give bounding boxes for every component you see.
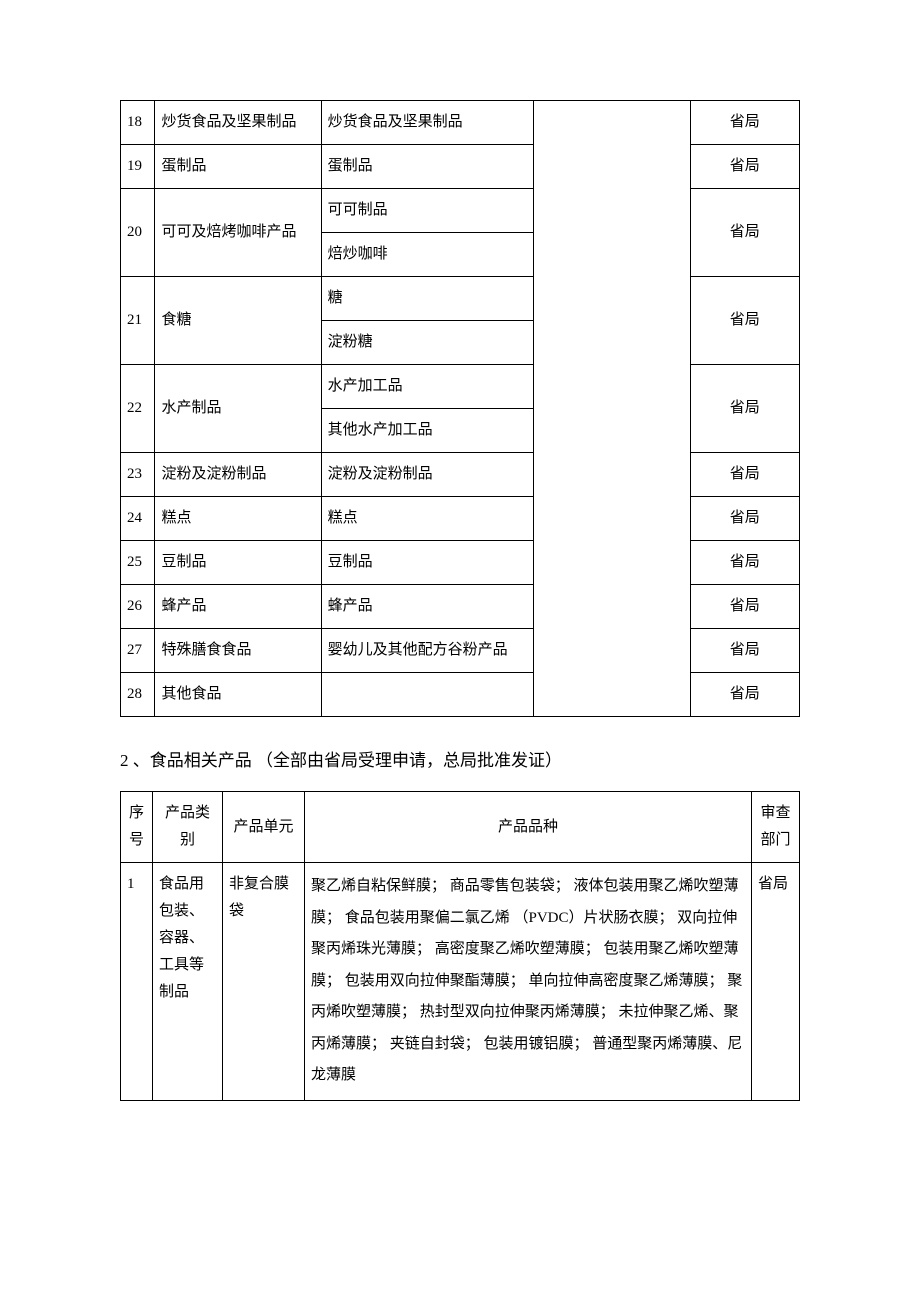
table-header-row: 序号 产品类别 产品单元 产品品种 审查部门 bbox=[121, 792, 800, 863]
row-dept: 省局 bbox=[690, 189, 799, 277]
row-dept: 省局 bbox=[690, 145, 799, 189]
row-dept: 省局 bbox=[690, 541, 799, 585]
col-header-variety: 产品品种 bbox=[305, 792, 752, 863]
row-category: 其他食品 bbox=[155, 673, 321, 717]
table-row: 24 糕点 糕点 省局 bbox=[121, 497, 800, 541]
col-header-unit: 产品单元 bbox=[223, 792, 305, 863]
row-dept: 省局 bbox=[752, 863, 800, 1101]
row-num: 21 bbox=[121, 277, 155, 365]
row-num: 19 bbox=[121, 145, 155, 189]
row-product: 淀粉及淀粉制品 bbox=[321, 453, 534, 497]
merged-spacer bbox=[534, 101, 690, 717]
table-row: 20 可可及焙烤咖啡产品 可可制品 省局 bbox=[121, 189, 800, 233]
col-header-dept: 审查部门 bbox=[752, 792, 800, 863]
row-category: 可可及焙烤咖啡产品 bbox=[155, 189, 321, 277]
row-product: 糕点 bbox=[321, 497, 534, 541]
row-dept: 省局 bbox=[690, 453, 799, 497]
row-dept: 省局 bbox=[690, 673, 799, 717]
table-row: 25 豆制品 豆制品 省局 bbox=[121, 541, 800, 585]
table-row: 19 蛋制品 蛋制品 省局 bbox=[121, 145, 800, 189]
row-product: 焙炒咖啡 bbox=[321, 233, 534, 277]
row-dept: 省局 bbox=[690, 101, 799, 145]
row-category: 蜂产品 bbox=[155, 585, 321, 629]
row-num: 24 bbox=[121, 497, 155, 541]
row-product: 豆制品 bbox=[321, 541, 534, 585]
table-row: 18 炒货食品及坚果制品 炒货食品及坚果制品 省局 bbox=[121, 101, 800, 145]
row-category: 豆制品 bbox=[155, 541, 321, 585]
table-row: 26 蜂产品 蜂产品 省局 bbox=[121, 585, 800, 629]
row-num: 20 bbox=[121, 189, 155, 277]
row-category: 糕点 bbox=[155, 497, 321, 541]
row-product: 水产加工品 bbox=[321, 365, 534, 409]
table-row: 22 水产制品 水产加工品 省局 bbox=[121, 365, 800, 409]
row-category: 食品用包装、容器、工具等制品 bbox=[153, 863, 223, 1101]
row-product: 婴幼儿及其他配方谷粉产品 bbox=[321, 629, 534, 673]
table-row: 27 特殊膳食食品 婴幼儿及其他配方谷粉产品 省局 bbox=[121, 629, 800, 673]
row-num: 25 bbox=[121, 541, 155, 585]
row-product: 可可制品 bbox=[321, 189, 534, 233]
table-row: 21 食糖 糖 省局 bbox=[121, 277, 800, 321]
row-num: 23 bbox=[121, 453, 155, 497]
row-product: 其他水产加工品 bbox=[321, 409, 534, 453]
row-dept: 省局 bbox=[690, 277, 799, 365]
row-num: 28 bbox=[121, 673, 155, 717]
section-heading: 2 、食品相关产品 （全部由省局受理申请，总局批准发证） bbox=[120, 745, 800, 777]
row-category: 蛋制品 bbox=[155, 145, 321, 189]
row-num: 22 bbox=[121, 365, 155, 453]
row-product bbox=[321, 673, 534, 717]
col-header-num: 序号 bbox=[121, 792, 153, 863]
row-dept: 省局 bbox=[690, 365, 799, 453]
row-category: 淀粉及淀粉制品 bbox=[155, 453, 321, 497]
row-category: 特殊膳食食品 bbox=[155, 629, 321, 673]
row-num: 1 bbox=[121, 863, 153, 1101]
row-unit: 非复合膜袋 bbox=[223, 863, 305, 1101]
table-row: 23 淀粉及淀粉制品 淀粉及淀粉制品 省局 bbox=[121, 453, 800, 497]
row-category: 食糖 bbox=[155, 277, 321, 365]
table-row: 28 其他食品 省局 bbox=[121, 673, 800, 717]
row-variety: 聚乙烯自粘保鲜膜； 商品零售包装袋； 液体包装用聚乙烯吹塑薄膜； 食品包装用聚偏… bbox=[305, 863, 752, 1101]
row-product: 糖 bbox=[321, 277, 534, 321]
row-category: 水产制品 bbox=[155, 365, 321, 453]
table-row: 1 食品用包装、容器、工具等制品 非复合膜袋 聚乙烯自粘保鲜膜； 商品零售包装袋… bbox=[121, 863, 800, 1101]
row-product: 蜂产品 bbox=[321, 585, 534, 629]
row-num: 18 bbox=[121, 101, 155, 145]
row-dept: 省局 bbox=[690, 629, 799, 673]
row-product: 炒货食品及坚果制品 bbox=[321, 101, 534, 145]
food-category-table: 18 炒货食品及坚果制品 炒货食品及坚果制品 省局 19 蛋制品 蛋制品 省局 … bbox=[120, 100, 800, 717]
row-dept: 省局 bbox=[690, 585, 799, 629]
col-header-category: 产品类别 bbox=[153, 792, 223, 863]
row-num: 27 bbox=[121, 629, 155, 673]
row-category: 炒货食品及坚果制品 bbox=[155, 101, 321, 145]
row-product: 淀粉糖 bbox=[321, 321, 534, 365]
row-product: 蛋制品 bbox=[321, 145, 534, 189]
row-num: 26 bbox=[121, 585, 155, 629]
related-product-table: 序号 产品类别 产品单元 产品品种 审查部门 1 食品用包装、容器、工具等制品 … bbox=[120, 791, 800, 1101]
row-dept: 省局 bbox=[690, 497, 799, 541]
